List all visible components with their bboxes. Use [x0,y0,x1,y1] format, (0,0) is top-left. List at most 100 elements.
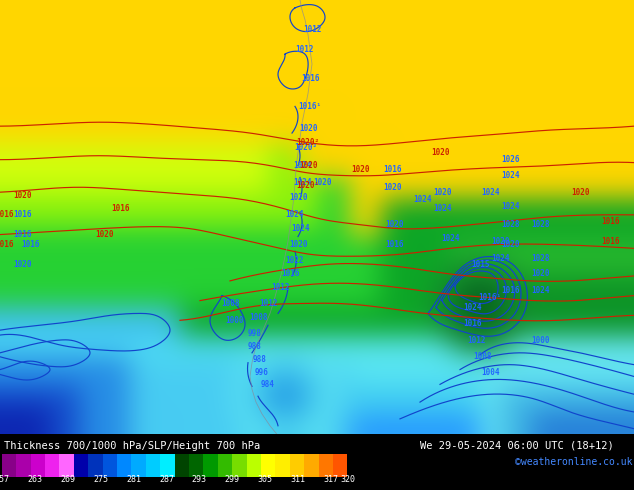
Bar [174,454,189,476]
Text: 1012: 1012 [271,283,289,293]
Text: 1012: 1012 [468,336,486,344]
Text: 1016: 1016 [601,237,619,246]
Text: 1020: 1020 [433,188,451,196]
Text: 1024: 1024 [413,195,431,203]
Bar [218,454,232,476]
Text: 299: 299 [225,475,240,484]
Text: 1024: 1024 [294,161,313,170]
Text: 1000: 1000 [531,336,549,344]
Text: 1016: 1016 [501,286,519,295]
Text: 1008: 1008 [249,313,268,322]
Text: 1020: 1020 [531,270,549,278]
Text: 1024: 1024 [441,234,459,243]
Bar [189,454,204,476]
Text: 1020¹: 1020¹ [297,181,320,190]
Bar [2,454,16,476]
Text: 320: 320 [340,475,355,484]
Text: 984: 984 [261,380,275,389]
Text: 1004: 1004 [481,368,499,377]
Text: 1020: 1020 [299,161,317,170]
Text: 1024: 1024 [501,202,519,212]
Text: 1020: 1020 [288,240,307,249]
Bar [304,454,319,476]
Text: 1028: 1028 [531,220,549,229]
Bar [103,454,117,476]
Text: 1008: 1008 [221,299,239,308]
Text: 1020: 1020 [571,188,589,196]
Bar [319,454,333,476]
Text: 1012: 1012 [295,45,314,54]
Text: 1020: 1020 [13,191,31,199]
Text: 1016¹: 1016¹ [299,102,321,111]
Text: 1020²: 1020² [297,138,320,147]
Text: 1028: 1028 [531,254,549,263]
Bar [261,454,275,476]
Text: 1016: 1016 [13,230,31,239]
Text: 1020: 1020 [288,193,307,201]
Bar [146,454,160,476]
Bar [30,454,45,476]
Text: 988: 988 [248,343,262,351]
Text: 1020²: 1020² [294,144,318,152]
Text: 1016: 1016 [463,319,481,328]
Text: 1016: 1016 [0,240,14,249]
Text: 1024: 1024 [531,286,549,295]
Text: 1016: 1016 [13,210,31,220]
Text: 1024: 1024 [501,171,519,180]
Bar [333,454,347,476]
Text: 998: 998 [248,329,262,338]
Text: 305: 305 [257,475,273,484]
Bar [131,454,146,476]
Bar [232,454,247,476]
Text: 1012: 1012 [304,25,322,34]
Text: 1026: 1026 [501,155,519,164]
Text: 1020: 1020 [501,240,519,249]
Text: ©weatheronline.co.uk: ©weatheronline.co.uk [515,457,633,467]
Text: 1016: 1016 [21,240,39,249]
Bar [88,454,103,476]
Text: 1015: 1015 [471,260,489,269]
Bar [74,454,88,476]
Bar [117,454,131,476]
Text: 1008: 1008 [473,352,491,361]
Text: Thickness 700/1000 hPa/SLP/Height 700 hPa: Thickness 700/1000 hPa/SLP/Height 700 hP… [4,441,260,451]
Bar [60,454,74,476]
Text: 1028: 1028 [501,220,519,229]
Text: 1016: 1016 [0,210,14,220]
Text: 1016: 1016 [383,165,401,174]
Text: 1024: 1024 [286,210,304,220]
Text: 1020: 1020 [13,260,31,269]
Text: We 29-05-2024 06:00 UTC (18+12): We 29-05-2024 06:00 UTC (18+12) [420,441,614,451]
Text: 1024: 1024 [463,303,481,312]
Text: 257: 257 [0,475,10,484]
Text: 1016: 1016 [281,270,299,278]
Text: 317: 317 [323,475,339,484]
Text: 1016¹: 1016¹ [479,293,501,302]
Text: 1000: 1000 [226,316,244,325]
Text: 1020: 1020 [313,178,331,187]
Bar [16,454,30,476]
Text: 1020: 1020 [299,123,317,133]
Text: 293: 293 [192,475,207,484]
Bar [290,454,304,476]
Text: 263: 263 [27,475,42,484]
Text: 269: 269 [60,475,75,484]
Text: 1016: 1016 [601,217,619,226]
Text: 1016: 1016 [301,74,320,83]
Text: 287: 287 [159,475,174,484]
Text: 275: 275 [93,475,108,484]
Text: 1016: 1016 [385,240,404,249]
Bar [160,454,174,476]
Text: 1024: 1024 [291,224,309,233]
Text: 281: 281 [126,475,141,484]
Text: 1020: 1020 [430,148,450,157]
Text: 1016: 1016 [111,204,129,214]
Text: 1020: 1020 [351,165,369,174]
Text: 996: 996 [255,368,269,377]
Text: 1024: 1024 [293,178,311,187]
Bar [275,454,290,476]
Text: 1020: 1020 [491,237,509,246]
Text: 988: 988 [253,355,267,364]
Text: 1022: 1022 [286,256,304,265]
Text: 1020: 1020 [96,230,114,239]
